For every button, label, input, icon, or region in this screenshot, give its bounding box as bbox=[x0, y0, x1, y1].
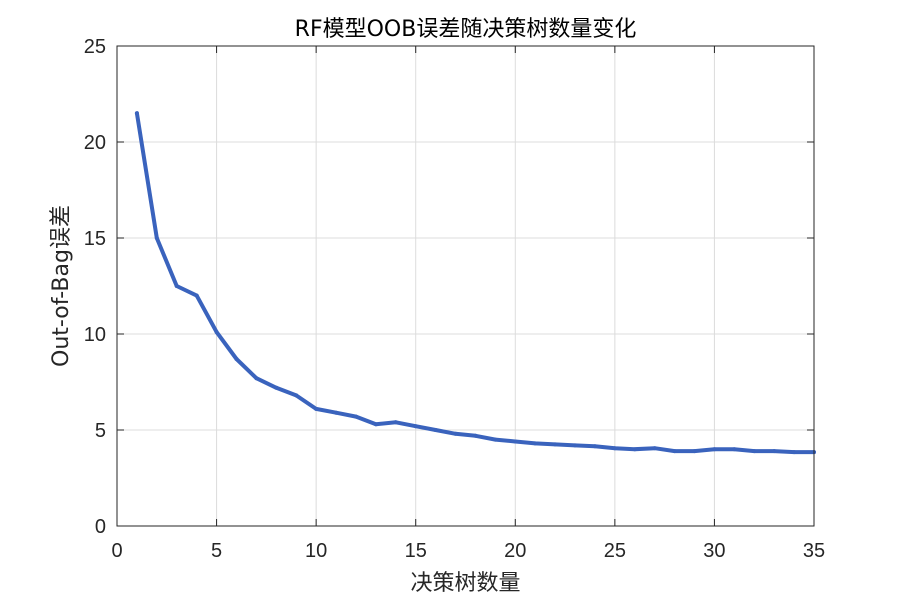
data-point bbox=[592, 444, 597, 449]
data-points bbox=[134, 111, 816, 455]
data-point bbox=[692, 449, 697, 454]
data-point bbox=[533, 441, 538, 446]
y-tick-label: 5 bbox=[95, 420, 106, 442]
data-point bbox=[234, 357, 239, 361]
data-point bbox=[612, 446, 617, 451]
data-point bbox=[393, 420, 398, 425]
x-tick-label: 15 bbox=[405, 540, 427, 562]
y-tick-label: 25 bbox=[84, 36, 106, 58]
data-point bbox=[493, 437, 498, 442]
data-point bbox=[334, 410, 339, 415]
x-tick-label: 10 bbox=[305, 540, 327, 562]
plot-area bbox=[117, 46, 814, 526]
x-axis-label: 决策树数量 bbox=[410, 571, 520, 596]
y-tick-label: 15 bbox=[84, 228, 106, 250]
x-tick-label: 30 bbox=[703, 540, 725, 562]
data-point bbox=[772, 449, 777, 454]
data-point bbox=[274, 385, 279, 390]
data-point bbox=[174, 284, 179, 288]
data-point bbox=[752, 449, 757, 454]
y-tick-label: 10 bbox=[84, 324, 106, 346]
data-point bbox=[134, 111, 139, 116]
data-point bbox=[632, 447, 637, 452]
data-point bbox=[194, 293, 199, 298]
data-point bbox=[652, 446, 657, 451]
data-point bbox=[413, 424, 418, 429]
data-point bbox=[453, 431, 458, 436]
y-tick-label: 20 bbox=[84, 132, 106, 154]
x-tick-label: 5 bbox=[211, 540, 222, 562]
data-point bbox=[294, 393, 299, 398]
data-point bbox=[792, 450, 797, 455]
x-tick-label: 20 bbox=[504, 540, 526, 562]
data-point bbox=[672, 449, 677, 454]
data-point bbox=[214, 330, 219, 335]
data-point bbox=[314, 406, 319, 411]
data-point bbox=[732, 447, 737, 452]
x-tick-label: 0 bbox=[111, 540, 122, 562]
data-point bbox=[254, 376, 259, 381]
x-tick-label: 25 bbox=[604, 540, 626, 562]
data-point bbox=[354, 414, 358, 419]
data-point bbox=[373, 422, 378, 427]
data-point bbox=[513, 439, 518, 444]
data-point bbox=[473, 433, 478, 438]
x-tick-label: 35 bbox=[803, 540, 825, 562]
data-point bbox=[154, 236, 159, 240]
chart-title: RF模型OOB误差随决策树数量变化 bbox=[295, 17, 637, 42]
axes-box bbox=[116, 45, 815, 527]
data-point bbox=[433, 428, 438, 432]
y-tick-label: 0 bbox=[95, 516, 106, 538]
axis-ticks: 0 5 10 15 20 25 30 35 0 5 10 15 20 25 bbox=[84, 36, 825, 562]
data-point bbox=[573, 443, 577, 448]
data-point bbox=[553, 442, 558, 447]
y-axis-label: Out-of-Bag误差 bbox=[49, 205, 74, 367]
data-point bbox=[712, 447, 717, 452]
